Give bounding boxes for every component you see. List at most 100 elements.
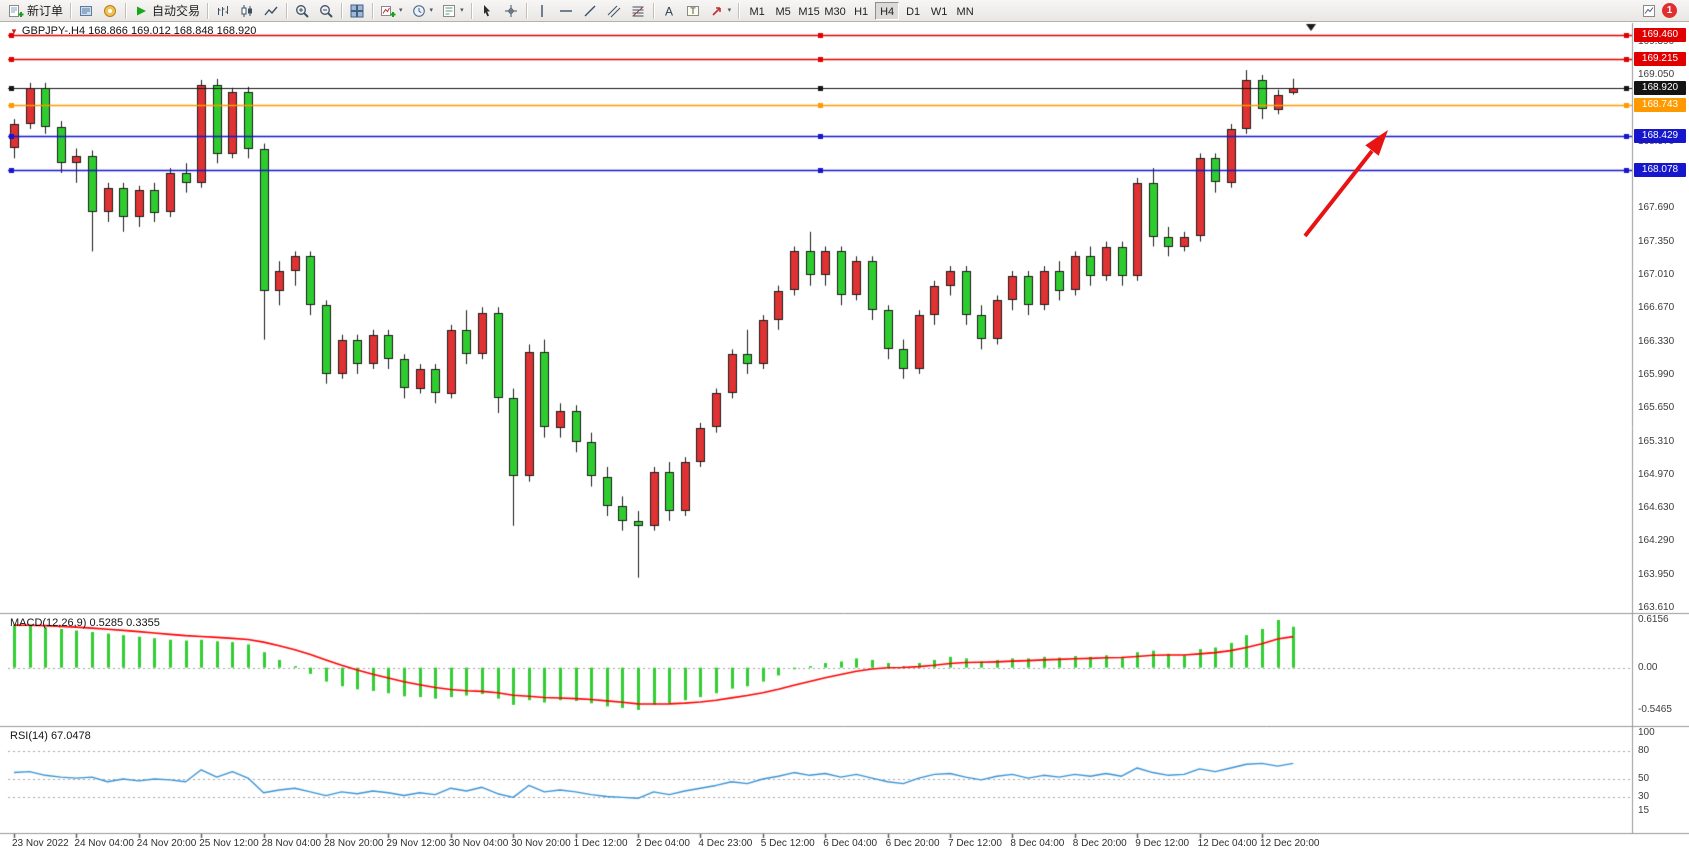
symbol-marker-icon: ▼ [10, 26, 18, 36]
templates-button[interactable]: ▾ [437, 1, 468, 21]
candlestick-chart-icon [239, 3, 255, 19]
timeframe-button-m1[interactable]: M1 [749, 5, 765, 18]
cursor-icon [479, 3, 495, 19]
toolbar-separator [207, 2, 209, 19]
chart-window-icon[interactable] [1641, 3, 1657, 19]
text-button[interactable]: A [657, 1, 681, 21]
new-order-icon [8, 3, 24, 19]
autotrading-button[interactable]: 自动交易 [129, 1, 204, 21]
bar-chart-button[interactable] [211, 1, 235, 21]
price-tick: 167.350 [1638, 235, 1675, 247]
time-axis-label: 28 Nov 04:00 [261, 838, 322, 849]
toolbar-separator [70, 2, 72, 19]
time-axis-label: 30 Nov 20:00 [511, 838, 571, 849]
time-axis-label: 6 Dec 04:00 [823, 838, 878, 849]
horizontal-line-icon [558, 3, 574, 19]
time-axis-label: 9 Dec 12:00 [1135, 838, 1190, 849]
new-order-button[interactable]: 新订单 [4, 1, 67, 21]
time-axis-label: 12 Dec 04:00 [1197, 838, 1258, 849]
price-tick: 165.650 [1638, 402, 1675, 414]
timeframe-button-w1[interactable]: W1 [930, 5, 948, 18]
arrows-button[interactable]: ▾ [705, 1, 736, 21]
mql5-community-icon [102, 3, 118, 19]
timeframe-button-m5[interactable]: M5 [775, 5, 791, 18]
price-tick: 169.050 [1638, 69, 1675, 81]
chevron-down-icon: ▾ [399, 7, 403, 14]
pane-divider-rsi[interactable] [0, 724, 1689, 728]
time-axis-label: 28 Nov 20:00 [324, 838, 384, 849]
channel-button[interactable] [602, 1, 626, 21]
timeframe-button-mn[interactable]: MN [956, 5, 974, 18]
timeframe-button-d1[interactable]: D1 [906, 5, 921, 18]
timeframe-button-h4[interactable]: H4 [875, 1, 900, 20]
rsi-scale-tick: 15 [1638, 805, 1650, 817]
periods-button[interactable]: ▾ [407, 1, 438, 21]
macd-scale-tick: -0.5465 [1638, 704, 1672, 715]
time-axis-label: 12 Dec 20:00 [1260, 838, 1320, 849]
mql5-community-button[interactable] [98, 1, 122, 21]
text-label-button[interactable]: T [681, 1, 705, 21]
rsi-scale-tick: 50 [1638, 773, 1650, 784]
crosshair-icon [503, 3, 519, 19]
time-axis-label: 8 Dec 04:00 [1010, 838, 1065, 849]
time-axis-label: 29 Nov 12:00 [386, 838, 446, 849]
time-axis-label: 1 Dec 12:00 [573, 838, 628, 849]
toolbar-separator [286, 2, 288, 19]
price-tick: 166.670 [1638, 302, 1675, 314]
fibonacci-button[interactable] [626, 1, 650, 21]
time-axis-label: 7 Dec 12:00 [948, 838, 1002, 849]
time-axis-label: 30 Nov 04:00 [448, 838, 509, 849]
price-tick: 166.330 [1638, 335, 1675, 347]
symbol-title: GBPJPY-.H4 168.866 169.012 168.848 168.9… [21, 25, 257, 37]
trendline-button[interactable] [578, 1, 602, 21]
price-badge: 168.429 [1634, 128, 1686, 143]
chevron-down-icon: ▾ [429, 7, 434, 14]
vertical-line-button[interactable] [530, 1, 554, 21]
autotrading-label: 自动交易 [152, 4, 201, 18]
horizontal-line-button[interactable] [554, 1, 578, 21]
zoom-in-button[interactable] [290, 1, 314, 21]
time-axis-label: 4 Dec 23:00 [698, 838, 753, 849]
notification-badge[interactable]: 1 [1662, 3, 1677, 18]
templates-icon [441, 3, 457, 19]
cursor-button[interactable] [475, 1, 499, 21]
crosshair-button[interactable] [499, 1, 523, 21]
vertical-line-icon [534, 3, 550, 19]
new-order-label: 新订单 [27, 4, 64, 18]
toolbar-separator [525, 2, 527, 19]
rsi-scale-tick: 80 [1638, 745, 1650, 757]
price-tick: 165.990 [1638, 368, 1675, 380]
metaeditor-button[interactable] [74, 1, 98, 21]
svg-text:T: T [690, 5, 696, 15]
time-axis-label: 8 Dec 20:00 [1072, 838, 1127, 849]
price-badge: 169.215 [1634, 51, 1686, 66]
new-chart-button[interactable]: ▾ [376, 1, 407, 21]
candlestick-chart-button[interactable] [235, 1, 259, 21]
tile-windows-button[interactable] [345, 1, 369, 21]
tile-windows-icon [349, 3, 365, 19]
time-axis-label: 25 Nov 12:00 [199, 838, 259, 849]
time-axis-label: 2 Dec 04:00 [636, 838, 690, 849]
toolbar: 新订单 自动交易 ▾ ▾ ▾ [0, 0, 1689, 22]
line-chart-button[interactable] [259, 1, 283, 21]
price-badge: 168.743 [1634, 98, 1686, 113]
toolbar-right-group: 1 [1641, 3, 1677, 19]
zoom-out-icon [318, 3, 334, 19]
arrows-icon [709, 3, 725, 19]
new-chart-icon [380, 3, 396, 19]
pane-divider-macd[interactable] [0, 611, 1689, 615]
timeframe-button-m30[interactable]: M30 [824, 5, 846, 18]
price-tick: 167.010 [1638, 268, 1675, 280]
time-axis-label: 24 Nov 04:00 [74, 838, 134, 849]
rsi-scale-tick: 30 [1638, 791, 1650, 803]
bar-chart-icon [215, 3, 231, 19]
time-axis-label: 6 Dec 20:00 [885, 838, 940, 849]
svg-text:A: A [665, 4, 673, 18]
chevron-down-icon: ▾ [460, 7, 464, 14]
zoom-out-button[interactable] [314, 1, 338, 21]
timeframe-button-m15[interactable]: M15 [798, 5, 820, 18]
toolbar-separator [470, 2, 472, 19]
timeframe-button-h1[interactable]: H1 [854, 5, 869, 18]
